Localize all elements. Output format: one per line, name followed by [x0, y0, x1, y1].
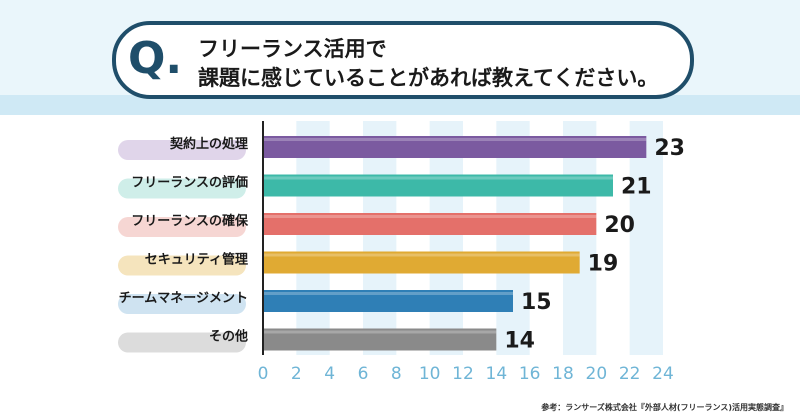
question-box	[112, 21, 694, 99]
bar-value-label: 14	[504, 329, 535, 354]
category-pill	[118, 140, 246, 160]
bar-value-label: 19	[588, 252, 619, 277]
bar	[264, 251, 580, 274]
category-label: フリーランスの評価	[131, 175, 248, 191]
bar-value-label: 21	[621, 175, 652, 200]
category-pill	[118, 178, 246, 199]
x-tick-label: 12	[452, 364, 474, 384]
bar	[264, 213, 597, 235]
source-note: 参考：ランサーズ株式会社『外部人材(フリーランス)活用実態調査』	[541, 403, 788, 412]
category-label: その他	[209, 329, 248, 345]
category-pill	[118, 217, 246, 237]
bar-highlight	[264, 138, 647, 141]
x-tick-label: 22	[619, 364, 641, 384]
x-tick-label: 2	[291, 364, 302, 384]
x-tick-label: 8	[391, 364, 402, 384]
category-label: セキュリティ管理	[145, 252, 248, 268]
x-tick-label: 14	[486, 364, 508, 384]
bar-value-label: 20	[604, 213, 635, 238]
x-tick-label: 10	[419, 364, 441, 384]
category-label: チームマネージメント	[119, 291, 248, 306]
question-mark: Q.	[128, 33, 183, 84]
grid-stripe	[363, 121, 397, 355]
x-tick-label: 24	[652, 364, 674, 384]
x-tick-label: 0	[258, 364, 269, 384]
grid-stripe	[296, 121, 330, 355]
x-tick-label: 6	[358, 364, 369, 384]
grid-stripe	[496, 121, 530, 355]
x-tick-label: 20	[586, 364, 608, 384]
bar-highlight	[264, 215, 597, 218]
bar-value-label: 23	[654, 136, 685, 161]
category-pill	[118, 255, 246, 276]
x-tick-label: 4	[324, 364, 335, 384]
grid-stripe	[429, 121, 463, 355]
x-tick-label: 18	[552, 364, 574, 384]
bar-highlight	[264, 176, 613, 180]
category-label: 契約上の処理	[169, 136, 248, 152]
bar	[264, 290, 513, 312]
x-tick-label: 16	[519, 364, 541, 384]
bar-highlight	[264, 330, 497, 334]
bar-value-label: 15	[521, 290, 552, 315]
bar-highlight	[264, 253, 580, 257]
category-label: フリーランスの確保	[131, 213, 249, 229]
grid-stripe	[629, 121, 663, 355]
bar	[264, 136, 647, 158]
banner-stripe	[0, 95, 800, 115]
grid-stripe	[563, 121, 597, 355]
question-line-2: 課題に感じていることがあれば教えてください。	[198, 66, 659, 90]
category-pill	[118, 332, 246, 353]
question-line-1: フリーランス活用で	[198, 37, 387, 61]
bar-highlight	[264, 292, 513, 295]
category-pill	[118, 294, 246, 314]
bar	[264, 328, 497, 351]
bar	[264, 174, 613, 197]
